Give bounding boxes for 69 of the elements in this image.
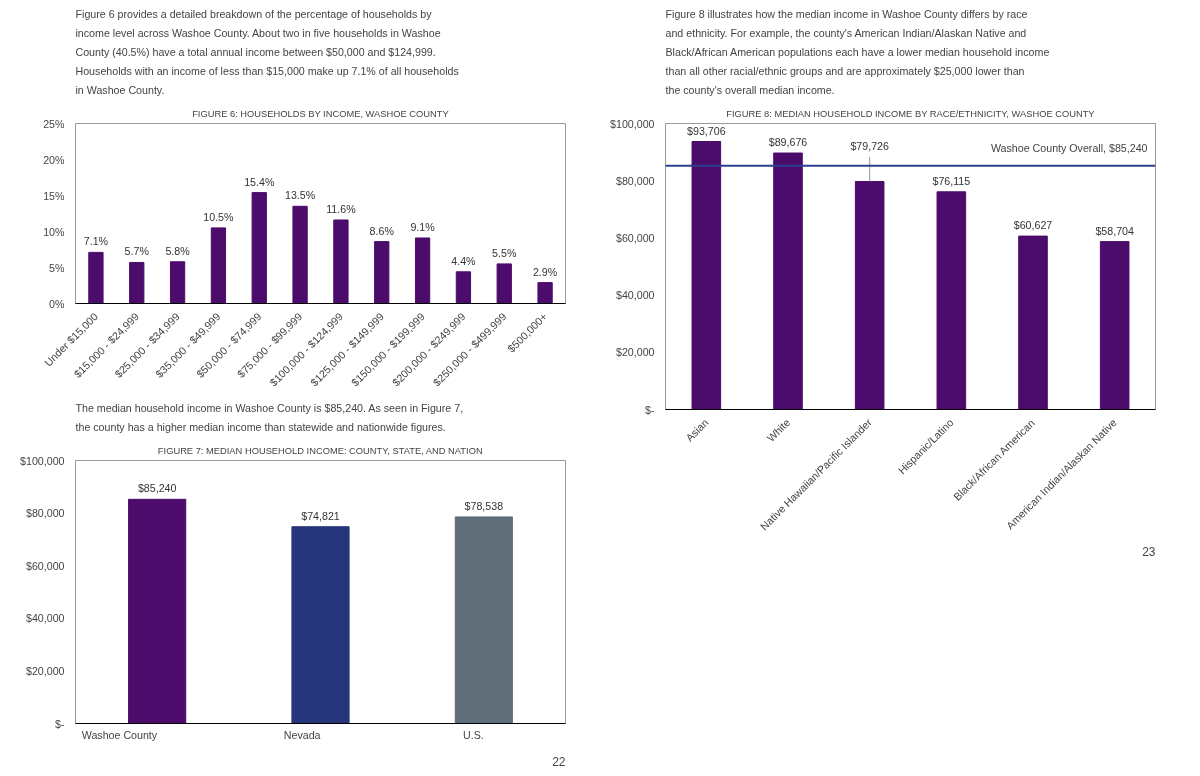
data-label: $93,706 — [687, 124, 726, 137]
y-tick-label: 10% — [43, 225, 66, 238]
y-tick-label: 5% — [49, 261, 66, 274]
y-tick-label: $- — [55, 717, 65, 730]
x-tick-label: Washoe County — [81, 728, 158, 741]
bar — [1018, 235, 1048, 410]
chart-title: FIGURE 7: MEDIAN HOUSEHOLD INCOME: COUNTY, STATE, AND NATION — [157, 445, 483, 456]
data-label: $85,240 — [137, 482, 177, 495]
y-tick-label: $80,000 — [615, 174, 655, 187]
bar — [1099, 241, 1130, 410]
bar — [333, 219, 349, 304]
bar — [292, 205, 308, 304]
data-label: $74,821 — [301, 509, 340, 522]
bar — [414, 237, 431, 304]
text: The median household income in Washoe County is $85,240. As seen in Figure 7, the county has a higher median income than statewide and nationwide figures. — [75, 402, 464, 434]
data-label: 11.6% — [326, 202, 357, 215]
y-tick-label: $60,000 — [615, 231, 655, 244]
text: 23 — [1142, 544, 1156, 559]
bar — [691, 141, 722, 410]
y-tick-label: $40,000 — [25, 612, 65, 625]
text: 22 — [552, 754, 566, 769]
caption: Figure 8 illustrates how the median income in Washoe County differs by race and ethnicity. For example, the county's American Indian/Alaskan Native and Black/African American populations each have a lower median household income than all other racial/ethnic groups and are approximately $25,000 lower than the county's overall median income. — [665, 7, 1050, 97]
data-label: $79,726 — [850, 140, 889, 153]
data-label: 10.5% — [203, 210, 235, 223]
bar — [773, 152, 803, 410]
data-label: 5.8% — [165, 244, 191, 257]
y-tick-label: $60,000 — [25, 559, 65, 572]
data-label: 2.9% — [532, 265, 558, 278]
y-tick-label: $80,000 — [25, 507, 65, 520]
bar — [496, 263, 512, 304]
y-tick-label: 15% — [43, 189, 66, 202]
y-tick-label: $100,000 — [20, 454, 65, 467]
y-tick-label: $- — [645, 403, 655, 416]
data-label: 5.5% — [492, 246, 517, 259]
caption: Figure 6 provides a detailed breakdown of the percentage of households by income level across Washoe County. About two in five households in Washoe County (40.5%) have a total annual income between $50,000 and $124,999. Households with an income of less than $15,000 make up 7.1% of all households in Washoe County. — [75, 7, 459, 97]
x-tick-label: U.S. — [463, 728, 484, 741]
data-label: 13.5% — [284, 189, 316, 202]
x-tick-label: Nevada — [283, 728, 321, 741]
bar — [455, 271, 472, 304]
data-label: $76,115 — [932, 174, 971, 187]
data-label: $89,676 — [768, 136, 808, 149]
bar — [537, 282, 553, 304]
data-label: 4.4% — [451, 254, 477, 267]
bar — [936, 191, 967, 410]
data-label: 7.1% — [83, 235, 109, 248]
data-label: 9.1% — [410, 220, 436, 233]
data-label: 15.4% — [244, 175, 275, 188]
bar — [88, 251, 104, 304]
y-tick-label: $20,000 — [25, 664, 65, 677]
data-label: 8.6% — [369, 224, 395, 237]
ref-line-label: Washoe County Overall, $85,240 — [990, 141, 1148, 154]
bar — [129, 261, 145, 304]
data-label: $60,627 — [1013, 219, 1053, 232]
y-tick-label: $100,000 — [610, 117, 655, 130]
data-label: $58,704 — [1095, 224, 1134, 237]
bar — [374, 241, 390, 304]
bar — [251, 192, 267, 304]
bar — [169, 261, 186, 304]
chart-title: FIGURE 6: HOUSEHOLDS BY INCOME, WASHOE COUNTY — [192, 108, 450, 119]
y-tick-label: $40,000 — [615, 289, 655, 302]
y-tick-label: 0% — [49, 297, 66, 310]
data-label: $78,538 — [464, 499, 504, 512]
y-tick-label: $20,000 — [615, 346, 655, 359]
chart-title: FIGURE 8: MEDIAN HOUSEHOLD INCOME BY RACE/ETHNICITY, WASHOE COUNTY — [726, 108, 1096, 119]
data-label: 5.7% — [124, 245, 150, 258]
bar — [854, 180, 885, 410]
bar — [210, 227, 227, 304]
y-tick-label: 25% — [43, 117, 66, 130]
y-tick-label: 20% — [43, 153, 66, 166]
